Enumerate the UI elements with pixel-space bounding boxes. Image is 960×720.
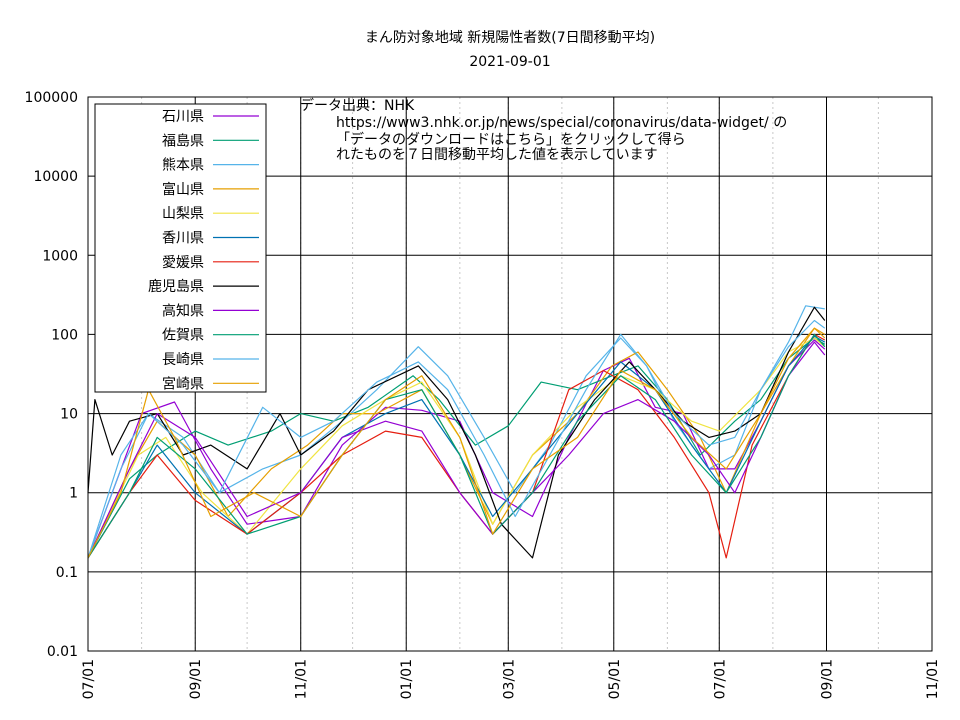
legend-label: 高知県 [162,302,204,319]
legend-label: 長崎県 [162,352,204,368]
x-tick-label: 03/01 [501,659,517,699]
legend-label: 愛媛県 [162,255,204,271]
y-tick-label: 10000 [33,169,78,185]
annotation-line: データ出典：NHK [300,97,415,114]
axes: 07/01 09/01 11/01 01/01 03/01 05/01 07/01 09/01… [25,90,941,699]
source-annotation: データ出典：NHKhttps://www3.nhk.or.jp/news/spe… [300,97,787,163]
y-tick-label: 1000 [42,248,78,264]
legend-label: 福島県 [162,133,204,149]
series-line [87,306,826,559]
x-tick-label: 09/01 [188,659,204,699]
y-tick-label: 0.1 [56,565,78,581]
series-line [87,305,825,559]
legend-label: 宮崎県 [162,376,204,392]
legend-box [94,103,267,393]
y-tick-label: 100 [51,327,78,343]
x-tick-label: 11/01 [925,659,941,699]
x-tick-label: 07/01 [712,659,728,699]
y-tick-label: 0.01 [47,644,78,660]
x-tick-label: 09/01 [820,659,836,699]
plot-frame [87,96,933,652]
legend-label: 香川県 [162,231,204,247]
legend-label: 熊本県 [162,158,204,174]
series-line [87,335,826,559]
y-tick-label: 100000 [25,90,78,106]
x-tick-label: 11/01 [294,659,310,699]
annotation-line: れたものを７日間移動平均した値を表示しています [336,147,658,163]
annotation-line: https://www3.nhk.or.jp/news/special/coro… [336,115,787,131]
legend-label: 富山県 [162,181,204,198]
legend-label: 佐賀県 [162,328,204,344]
series-line [87,327,826,559]
series-line [87,337,826,559]
legend-label: 鹿児島県 [148,278,204,295]
chart-title: まん防対象地域 新規陽性者数(7日間移動平均) [365,30,655,46]
series-line [87,319,826,559]
legend-label: 山梨県 [162,206,204,222]
y-tick-label: 10 [60,407,78,423]
y-tick-label: 1 [69,486,78,502]
annotation-line: 「データのダウンロードはこちら」をクリックして得ら [336,131,686,148]
series-line [87,337,826,559]
chart-subtitle: 2021-09-01 [469,54,550,70]
legend-label: 石川県 [162,109,204,125]
series-lines [87,305,826,559]
x-tick-label: 07/01 [81,659,97,699]
x-tick-label: 05/01 [607,659,623,699]
x-tick-label: 01/01 [399,659,415,699]
